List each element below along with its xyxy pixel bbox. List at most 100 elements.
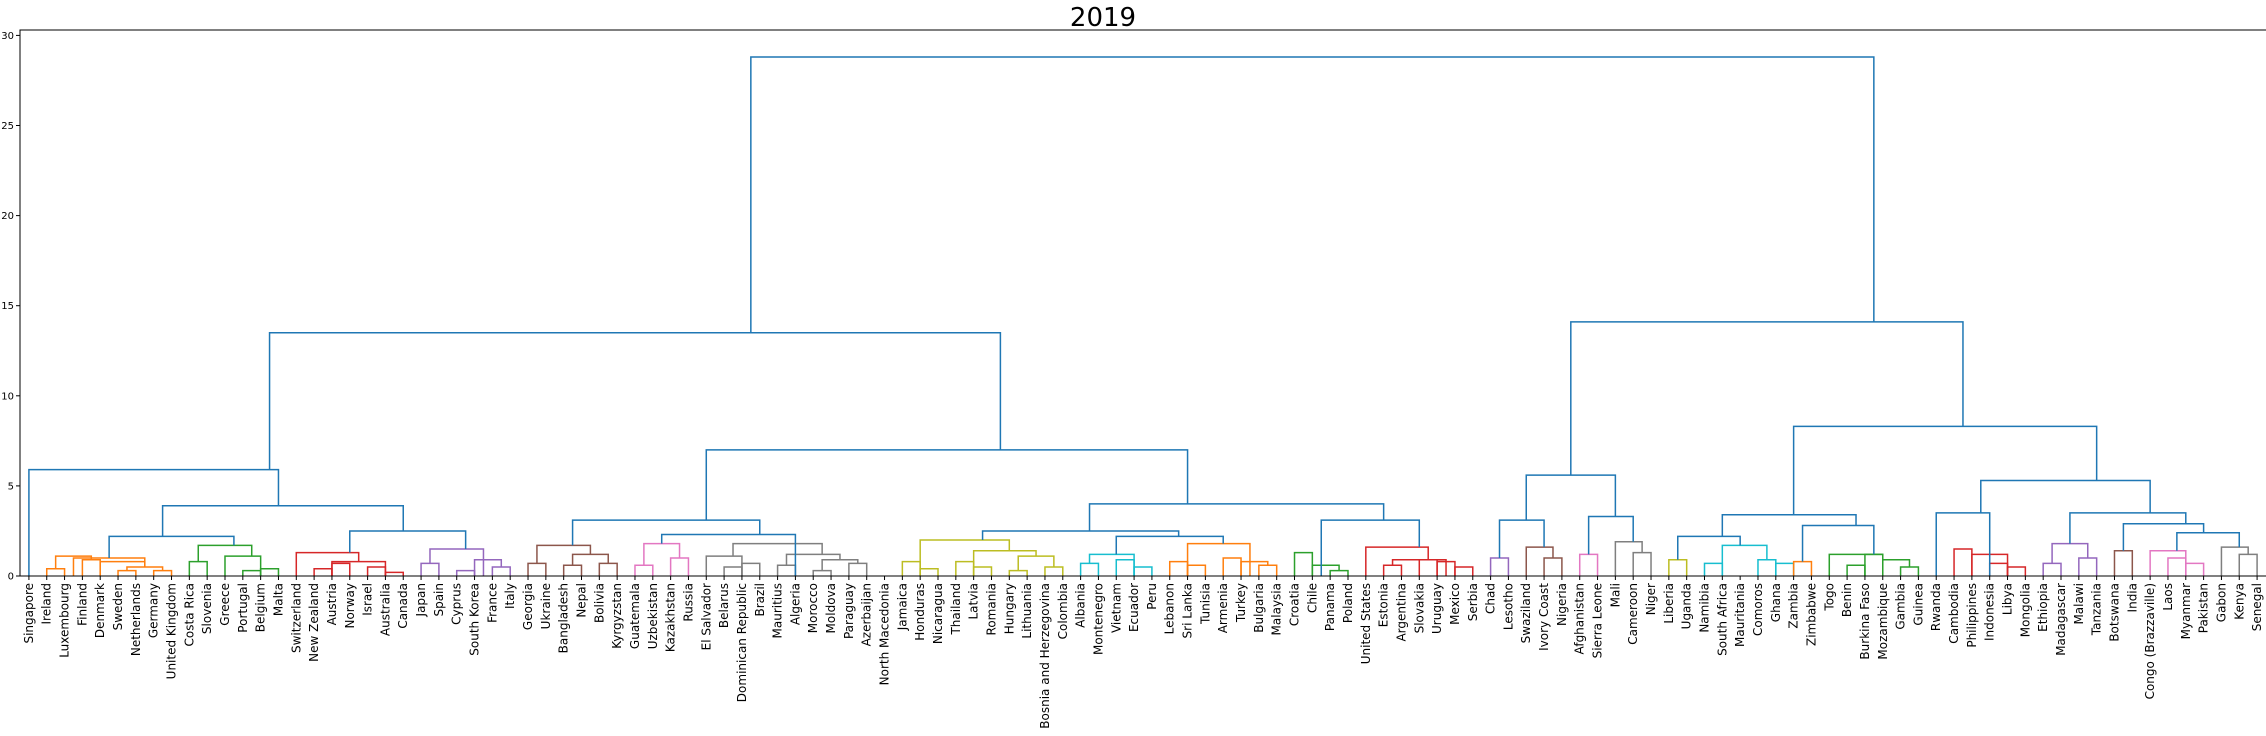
x-tick-label: Namibia (1698, 583, 1712, 633)
x-tick-label: Israel (361, 583, 375, 616)
dendrogram-link (972, 566, 993, 576)
dendrogram-link (268, 331, 1002, 470)
dendrogram-link (571, 519, 761, 546)
dendrogram-link (1240, 560, 1269, 576)
dendrogram-link (188, 560, 208, 576)
x-tick-label: Bolivia (592, 583, 606, 623)
x-tick-label: Botswana (2107, 583, 2121, 642)
dendrogram-link (1677, 535, 1741, 560)
x-tick-label: Tunisia (1198, 583, 1212, 625)
x-tick-label: Germany (147, 583, 161, 638)
x-tick-label: Bosnia and Herzegovina (1038, 583, 1052, 729)
dendrogram-link (2042, 562, 2062, 576)
dendrogram-link (785, 553, 841, 566)
x-tick-label: Spain (432, 583, 446, 617)
x-tick-label: Latvia (967, 583, 981, 620)
x-tick-label: Senegal (2250, 583, 2264, 631)
x-tick-label: Cameroon (1626, 583, 1640, 645)
y-tick-label: 15 (1, 301, 14, 312)
dendrogram-link (660, 533, 797, 576)
dendrogram-link (429, 548, 485, 576)
x-tick-label: Romania (984, 583, 998, 635)
x-tick-label: Poland (1341, 583, 1355, 623)
x-tick-label: Denmark (93, 583, 107, 638)
dendrogram-link (152, 569, 173, 576)
dendrogram-link (331, 562, 351, 576)
dendrogram-link (224, 555, 262, 576)
x-tick-label: Uzbekistan (646, 583, 660, 649)
x-tick-label: Ecuador (1127, 583, 1141, 632)
dendrogram-link (1570, 321, 1964, 476)
dendrogram-link (732, 542, 823, 557)
dendrogram-link (741, 562, 761, 576)
dendrogram-link (705, 555, 743, 576)
x-tick-label: Slovakia (1412, 583, 1426, 633)
x-tick-label: El Salvador (699, 583, 713, 650)
dendrogram-link (1088, 553, 1135, 576)
x-tick-label: Kazakhstan (664, 583, 678, 652)
dendrogram-link (1133, 566, 1153, 576)
dendrogram-link (1953, 548, 1973, 576)
y-tick-label: 30 (1, 31, 14, 42)
x-tick-label: Lithuania (1020, 583, 1034, 639)
x-tick-label: Malawi (2072, 583, 2086, 625)
dendrogram-link (259, 568, 280, 576)
dendrogram-link (1935, 512, 1991, 576)
y-tick-label: 25 (1, 121, 14, 132)
dendrogram-link (28, 468, 280, 576)
dendrogram-link (821, 559, 859, 571)
x-tick-label: Chad (1484, 583, 1498, 614)
dendrogram-link (491, 566, 511, 576)
x-tick-label: Morocco (806, 583, 820, 633)
y-tick-label: 0 (8, 572, 14, 583)
x-tick-label: Uruguay (1430, 583, 1444, 634)
x-tick-label: Argentina (1394, 583, 1408, 642)
x-tick-label: Pakistan (2197, 583, 2211, 633)
x-tick-label: Vietnam (1109, 583, 1123, 633)
dendrogram-link (1391, 559, 1447, 576)
dendrogram-link (1614, 541, 1643, 576)
dendrogram-link (527, 562, 547, 576)
dendrogram-link (705, 449, 1189, 521)
x-tick-label: United States (1359, 583, 1373, 664)
dendrogram-link (1578, 553, 1599, 576)
dendrogram-link (1721, 544, 1768, 576)
dendrogram-link (1525, 474, 1617, 521)
dendrogram-link (1168, 560, 1189, 576)
dendrogram-link (1418, 559, 1438, 576)
x-tick-label: Albania (1074, 583, 1088, 628)
x-tick-label: Libya (2001, 583, 2015, 615)
x-tick-label: Bangladesh (557, 583, 571, 653)
dendrogram-link (1258, 564, 1278, 576)
x-tick-label: Zambia (1787, 583, 1801, 629)
x-tick-label: Sri Lanka (1181, 583, 1195, 638)
dendrogram-link (643, 542, 681, 566)
dendrogram-link (1222, 557, 1242, 576)
x-tick-label: Slovenia (200, 583, 214, 634)
dendrogram-link (1525, 546, 1554, 576)
dendrogram-link (919, 539, 1011, 576)
x-tick-label: Laos (2161, 583, 2175, 611)
dendrogram-link (536, 544, 592, 564)
x-tick-label: Luxembourg (58, 583, 72, 658)
dendrogram-link (117, 569, 137, 576)
dendrogram-link (161, 504, 404, 537)
x-tick-label: Philippines (1965, 583, 1979, 648)
dendrogram-link (1792, 425, 2098, 515)
dendrogram-link (1498, 519, 1545, 558)
x-tick-label: Panama (1323, 583, 1337, 631)
x-tick-label: Italy (503, 583, 517, 609)
x-tick-label: Algeria (788, 583, 802, 625)
x-tick-label: Azerbaijan (860, 583, 874, 646)
dendrogram-link (955, 560, 975, 576)
x-tick-label: Belgium (254, 583, 268, 632)
dendrogram-link (1008, 569, 1028, 576)
x-tick-label: Uganda (1680, 583, 1694, 629)
dendrogram-link (1186, 542, 1251, 576)
x-tick-label: Russia (681, 583, 695, 622)
y-axis-ticks: 0 5 10 15 20 25 30 (1, 31, 20, 583)
dendrogram-link (750, 56, 1875, 333)
x-tick-label: Afghanistan (1573, 583, 1587, 654)
x-tick-label: Finland (75, 583, 89, 626)
x-tick-label: Kyrgyzstan (610, 583, 624, 649)
